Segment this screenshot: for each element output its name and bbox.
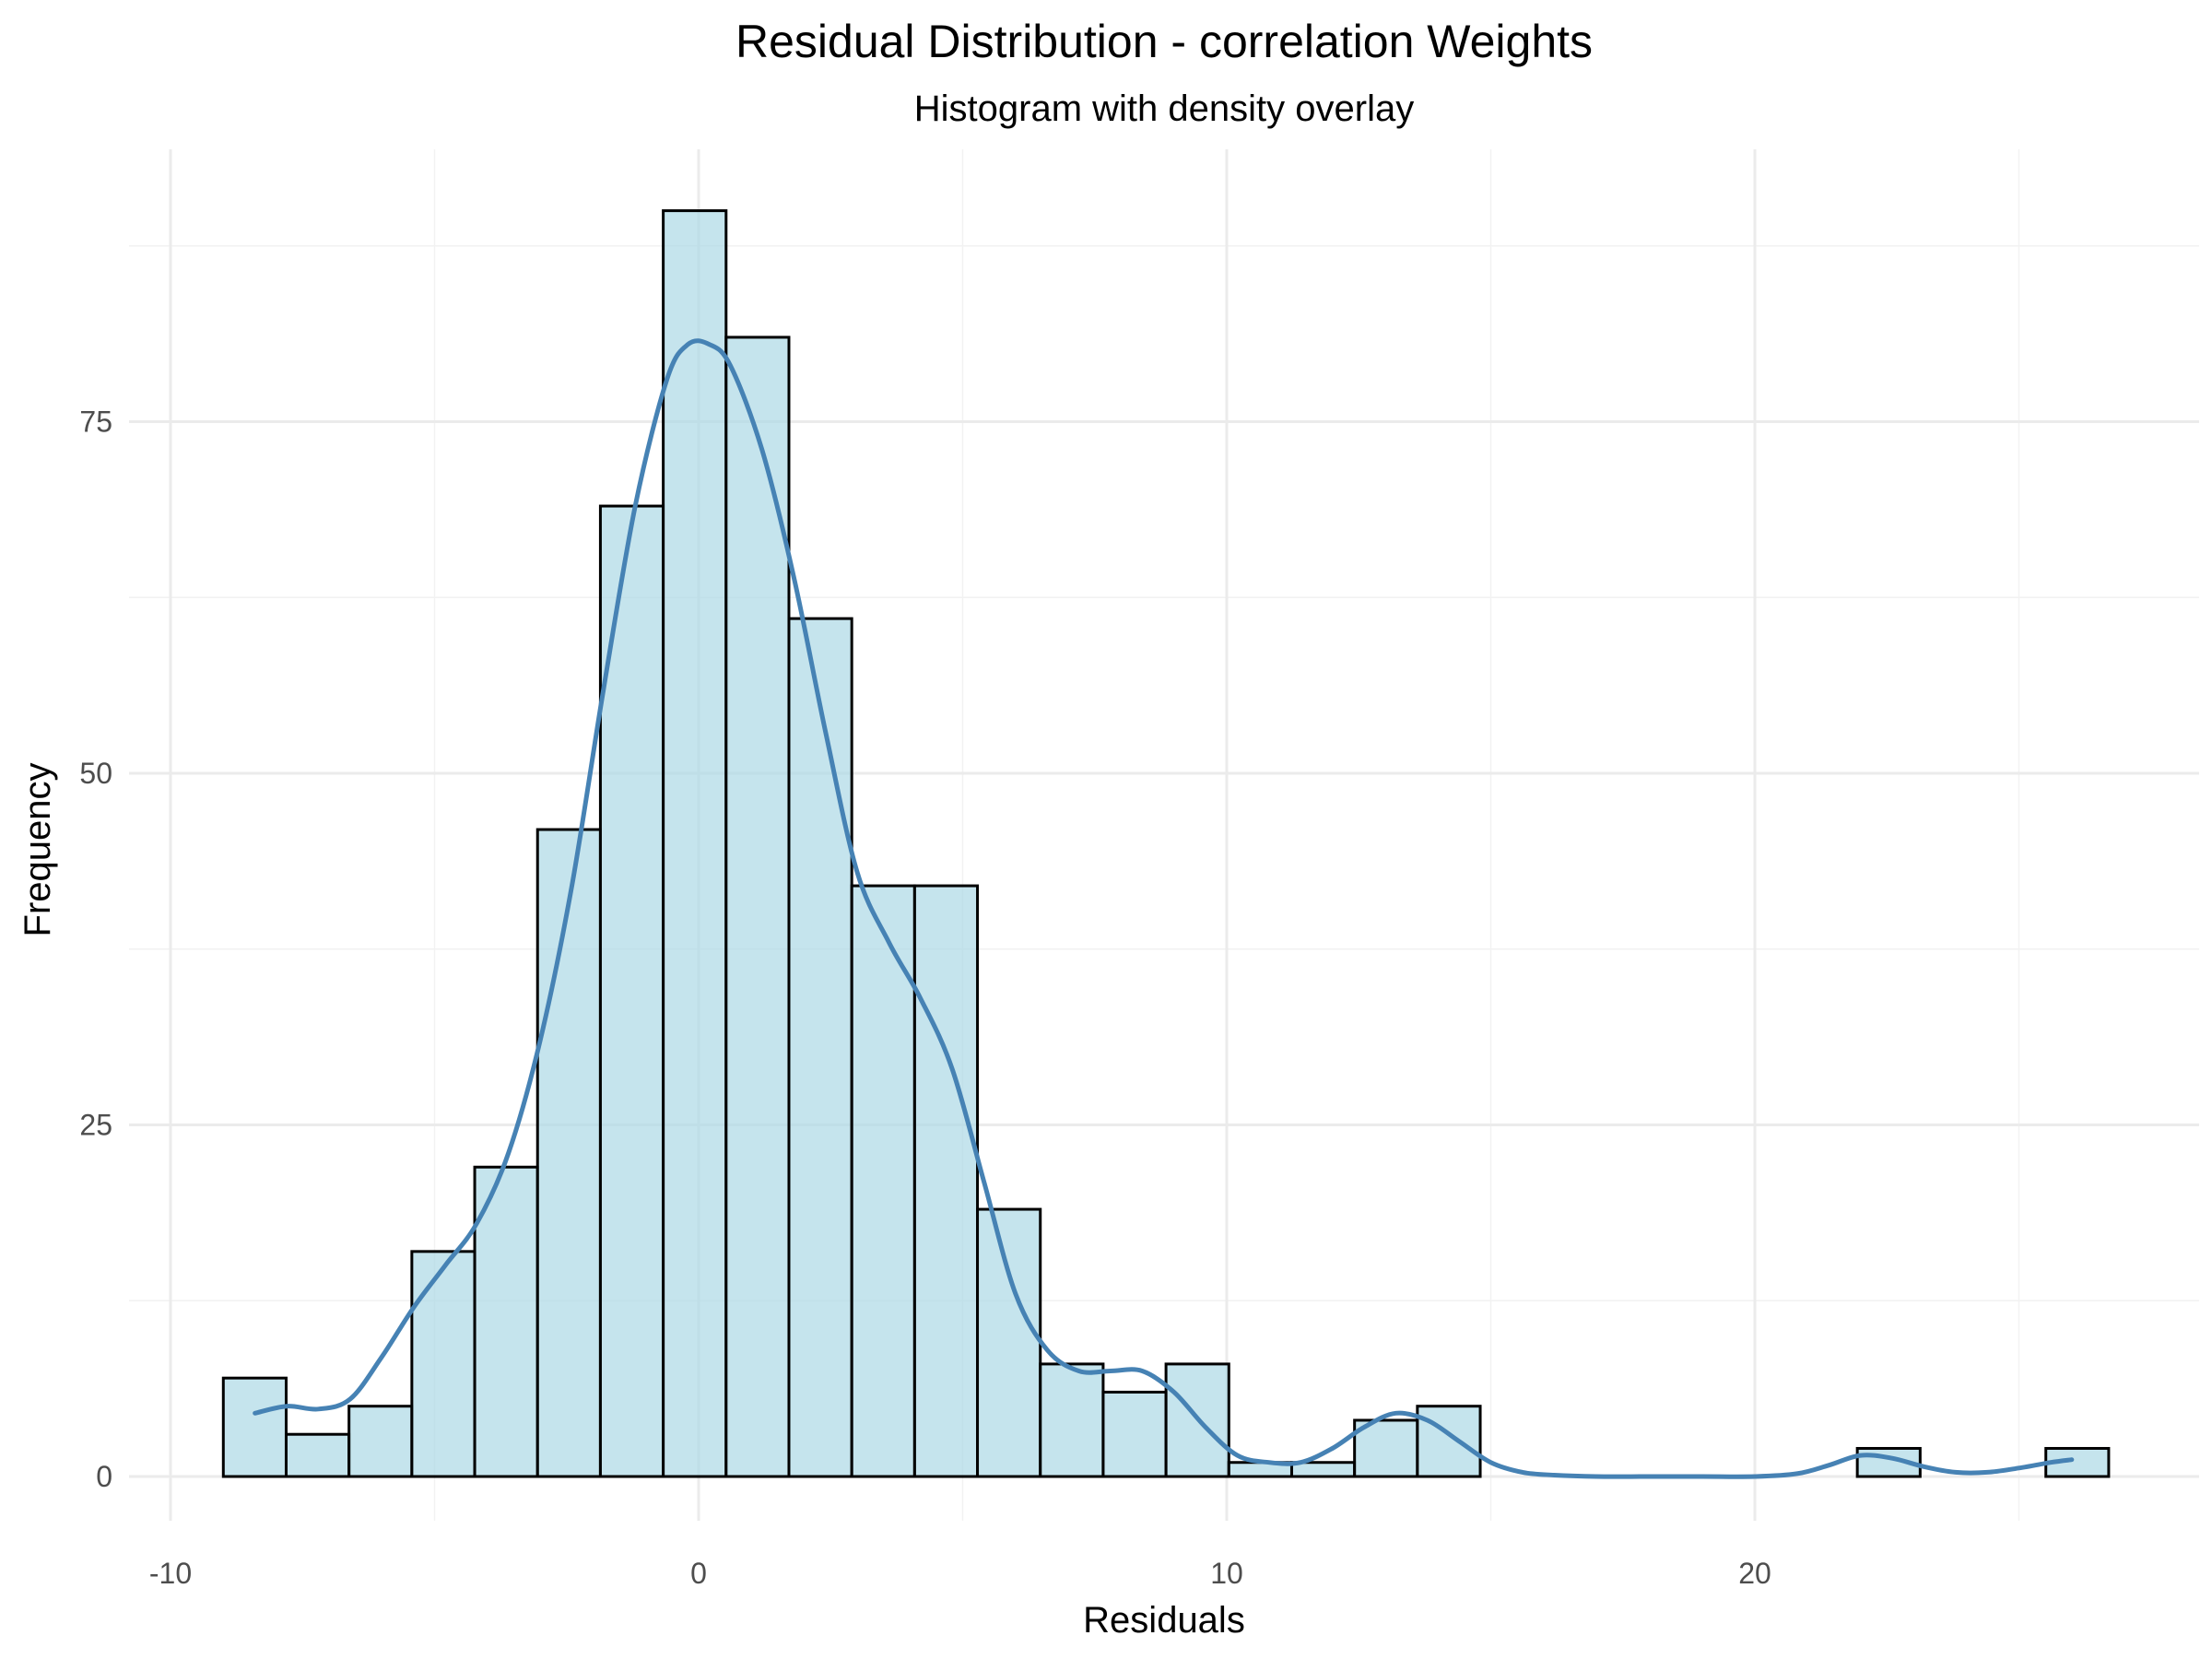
histogram-bar-9 [724, 335, 791, 1478]
histogram-bar-5 [473, 1165, 539, 1478]
y-tick-label: 0 [96, 1460, 112, 1493]
x-tick-label: 0 [690, 1557, 707, 1590]
density-curve [253, 338, 2075, 1479]
chart-subtitle: Histogram with density overlay [914, 88, 1414, 129]
histogram-bar-14 [1039, 1362, 1105, 1478]
x-axis-tick-labels: -10 0 10 20 [149, 1557, 1771, 1590]
x-axis-title: Residuals [1083, 1600, 1245, 1641]
histogram-bar-13 [976, 1207, 1042, 1478]
histogram-bar-7 [598, 504, 665, 1478]
histogram-bar-15 [1101, 1390, 1168, 1478]
histogram-bar-10 [787, 617, 853, 1478]
histogram-bar-2 [284, 1432, 351, 1478]
x-tick-label: 20 [1738, 1557, 1771, 1590]
histogram-bar-3 [347, 1405, 414, 1478]
histogram-bar-8 [662, 209, 728, 1478]
histogram-bars [221, 209, 2111, 1478]
chart-title: Residual Distribution - correlation Weig… [735, 16, 1593, 67]
x-tick-label: 10 [1210, 1557, 1243, 1590]
histogram-bar-6 [535, 828, 602, 1478]
histogram-bar-20 [1416, 1405, 1482, 1478]
histogram-bar-1 [221, 1376, 288, 1478]
histogram-bar-19 [1353, 1418, 1419, 1478]
x-tick-label: -10 [149, 1557, 192, 1590]
histogram-bar-12 [912, 884, 980, 1478]
density-overlay [253, 338, 2075, 1479]
y-axis-title: Frequency [18, 763, 58, 937]
histogram-bar-4 [410, 1250, 477, 1478]
y-axis-tick-labels: 0 25 50 75 [79, 406, 112, 1494]
y-tick-label: 25 [79, 1109, 112, 1142]
y-tick-label: 75 [79, 406, 112, 439]
y-tick-label: 50 [79, 757, 112, 790]
